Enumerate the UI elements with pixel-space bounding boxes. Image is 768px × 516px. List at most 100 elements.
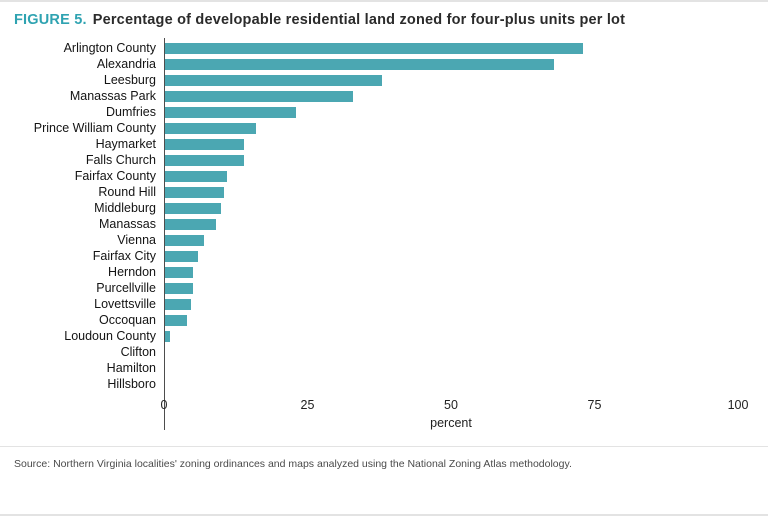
bar bbox=[164, 90, 354, 102]
bar-row: Prince William County bbox=[14, 120, 738, 136]
x-tick-label: 25 bbox=[300, 398, 315, 412]
bar-track bbox=[164, 90, 738, 102]
category-label: Middleburg bbox=[94, 201, 156, 215]
category-label: Haymarket bbox=[95, 137, 156, 151]
bar-track bbox=[164, 347, 738, 358]
bar bbox=[164, 122, 256, 134]
category-label: Manassas Park bbox=[69, 89, 156, 103]
x-tick-label: 50 bbox=[444, 398, 458, 412]
bar-track bbox=[164, 42, 738, 54]
category-label: Lovettsville bbox=[94, 297, 156, 311]
bar-row: Arlington County bbox=[14, 40, 738, 56]
category-label: Manassas bbox=[99, 217, 156, 231]
bar-chart: Arlington County Alexandria Leesburg Manass… bbox=[14, 38, 749, 430]
bar bbox=[164, 250, 199, 262]
source-note: Source: Northern Virginia localities' zo… bbox=[14, 458, 572, 470]
bar bbox=[164, 298, 191, 310]
bar-row: Falls Church bbox=[14, 152, 738, 168]
bar-row: Occoquan bbox=[14, 312, 738, 328]
bar bbox=[164, 170, 228, 182]
bar-row: Loudoun County bbox=[14, 328, 738, 344]
bar-track bbox=[164, 218, 738, 230]
category-label: Hamilton bbox=[106, 361, 156, 375]
category-label: Alexandria bbox=[96, 57, 156, 71]
bar-row: Alexandria bbox=[14, 56, 738, 72]
category-label: Fairfax City bbox=[92, 249, 156, 263]
bar-row: Dumfries bbox=[14, 104, 738, 120]
bar-track bbox=[164, 122, 738, 134]
category-label: Arlington County bbox=[63, 41, 156, 55]
bar-track bbox=[164, 314, 738, 326]
bar-track bbox=[164, 154, 738, 166]
bar bbox=[164, 74, 383, 86]
bar bbox=[164, 154, 245, 166]
source-divider bbox=[0, 446, 768, 447]
bar-track bbox=[164, 202, 738, 214]
figure-title-text: Percentage of developable residential la… bbox=[92, 12, 626, 28]
bar-track bbox=[164, 330, 738, 342]
bar-row: Hillsboro bbox=[14, 376, 738, 392]
bar-row: Fairfax City bbox=[14, 248, 738, 264]
bar-track bbox=[164, 58, 738, 70]
x-axis-ticks: 0 25 50 75 100 bbox=[160, 396, 749, 414]
bar-track bbox=[164, 74, 738, 86]
x-tick-label: 75 bbox=[587, 398, 602, 412]
category-label: Fairfax County bbox=[74, 169, 156, 183]
category-label: Dumfries bbox=[105, 105, 156, 119]
category-label: Falls Church bbox=[85, 153, 156, 167]
bar-row: Haymarket bbox=[14, 136, 738, 152]
category-label: Loudoun County bbox=[64, 329, 156, 343]
bar-track bbox=[164, 250, 738, 262]
bar-track bbox=[164, 234, 738, 246]
x-tick-label: 0 bbox=[160, 398, 168, 412]
bar-row: Lovettsville bbox=[14, 296, 738, 312]
bar-track bbox=[164, 282, 738, 294]
bar bbox=[164, 234, 205, 246]
category-label: Herndon bbox=[108, 265, 156, 279]
bar bbox=[164, 266, 193, 278]
bar bbox=[164, 218, 216, 230]
category-label: Purcellville bbox=[96, 281, 156, 295]
bar bbox=[164, 330, 170, 342]
bar-track bbox=[164, 138, 738, 150]
x-axis-label: percent bbox=[430, 416, 472, 430]
bar-row: Vienna bbox=[14, 232, 738, 248]
category-label: Vienna bbox=[117, 233, 156, 247]
bar-rows: Arlington County Alexandria Leesburg Manass… bbox=[14, 40, 738, 392]
bar-row: Manassas Park bbox=[14, 88, 738, 104]
bar-track bbox=[164, 363, 738, 374]
bar-track bbox=[164, 186, 738, 198]
category-label: Hillsboro bbox=[107, 377, 156, 391]
bar bbox=[164, 58, 555, 70]
category-label: Round Hill bbox=[98, 185, 156, 199]
bar bbox=[164, 106, 297, 118]
x-tick-label: 100 bbox=[727, 398, 749, 412]
bar-row: Purcellville bbox=[14, 280, 738, 296]
bar bbox=[164, 138, 245, 150]
y-axis-line bbox=[164, 38, 165, 430]
bar-row: Round Hill bbox=[14, 184, 738, 200]
figure-number: FIGURE 5. bbox=[14, 12, 87, 28]
bar-track bbox=[164, 298, 738, 310]
bar-row: Clifton bbox=[14, 344, 738, 360]
category-label: Leesburg bbox=[103, 73, 156, 87]
bar bbox=[164, 314, 187, 326]
category-label: Occoquan bbox=[99, 313, 156, 327]
bar bbox=[164, 42, 584, 54]
bar-row: Fairfax County bbox=[14, 168, 738, 184]
bar-row: Herndon bbox=[14, 264, 738, 280]
bar-track bbox=[164, 379, 738, 390]
figure-title: FIGURE 5. Percentage of developable resid… bbox=[0, 2, 768, 32]
bar-track bbox=[164, 266, 738, 278]
bar-row: Leesburg bbox=[14, 72, 738, 88]
bar-track bbox=[164, 106, 738, 118]
bar bbox=[164, 202, 222, 214]
bar-track bbox=[164, 170, 738, 182]
category-label: Clifton bbox=[120, 345, 156, 359]
bar-row: Manassas bbox=[14, 216, 738, 232]
bar-row: Hamilton bbox=[14, 360, 738, 376]
category-label: Prince William County bbox=[33, 121, 156, 135]
bar-row: Middleburg bbox=[14, 200, 738, 216]
bar bbox=[164, 282, 193, 294]
